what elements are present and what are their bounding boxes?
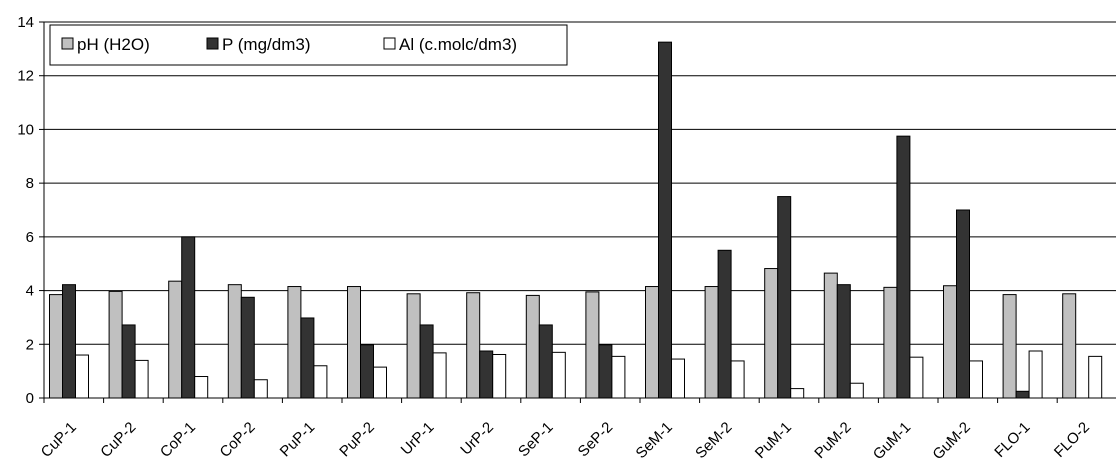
bar-p-PuP-1 xyxy=(300,317,315,399)
bar-ph-PuM-2 xyxy=(823,272,838,399)
bars xyxy=(49,41,1103,399)
y-tick-label: 4 xyxy=(26,283,34,300)
bar-al-SeP-2 xyxy=(611,355,626,399)
x-category-label: SeM-2 xyxy=(692,419,735,462)
bar-al-GuM-2 xyxy=(969,360,983,399)
legend-swatch-p xyxy=(206,37,219,50)
bar-p-PuM-1 xyxy=(777,196,792,399)
bar-p-CoP-2 xyxy=(240,296,255,399)
x-category-label: PuP-1 xyxy=(277,419,319,461)
bar-p-PuM-2 xyxy=(836,284,851,399)
bar-al-UrP-2 xyxy=(492,353,507,399)
bar-al-CuP-2 xyxy=(134,359,149,399)
bar-ph-FLO-2 xyxy=(1062,293,1077,399)
bar-ph-SeP-2 xyxy=(585,291,600,399)
x-category-label: CuP-1 xyxy=(38,419,80,461)
bar-p-CuP-2 xyxy=(121,324,136,399)
x-category-label: FLO-2 xyxy=(1051,419,1093,461)
bar-p-GuM-2 xyxy=(956,209,970,399)
bar-al-GuM-1 xyxy=(909,356,924,399)
bar-al-CuP-1 xyxy=(75,354,89,399)
bar-ph-PuP-2 xyxy=(347,286,361,399)
x-category-label: CuP-2 xyxy=(97,419,139,461)
legend-label-al: Al (c.molc/dm3) xyxy=(399,35,517,54)
bar-ph-SeM-2 xyxy=(704,286,719,399)
bar-ph-FLO-1 xyxy=(1002,294,1017,399)
bar-p-GuM-1 xyxy=(896,135,911,399)
x-category-label: PuM-1 xyxy=(752,419,795,462)
bar-ph-SeM-1 xyxy=(645,286,659,399)
legend-label-p: P (mg/dm3) xyxy=(222,35,311,54)
x-category-label: CoP-1 xyxy=(157,419,199,461)
bar-al-CoP-2 xyxy=(253,379,268,399)
x-category-label: UrP-1 xyxy=(398,419,438,459)
bar-al-SeM-1 xyxy=(671,358,685,399)
bar-al-PuM-2 xyxy=(849,382,864,399)
bar-p-PuP-2 xyxy=(360,344,374,399)
y-tick-label: 12 xyxy=(17,68,34,85)
bar-al-PuM-1 xyxy=(790,388,805,399)
bar-al-UrP-1 xyxy=(432,352,447,399)
y-tick-label: 10 xyxy=(17,121,34,138)
bar-ph-UrP-2 xyxy=(466,292,481,399)
x-category-label: UrP-2 xyxy=(457,419,497,459)
bar-p-UrP-1 xyxy=(419,324,434,399)
x-category-label: FLO-1 xyxy=(991,419,1033,461)
legend-swatch-ph xyxy=(61,37,74,50)
legend-label-ph: pH (H2O) xyxy=(77,35,150,54)
bar-al-FLO-1 xyxy=(1028,350,1043,399)
bar-al-SeM-2 xyxy=(730,360,745,399)
x-category-label: GuM-2 xyxy=(929,419,973,463)
bar-p-UrP-2 xyxy=(479,350,494,399)
bar-ph-GuM-1 xyxy=(883,286,898,399)
bar-p-FLO-1 xyxy=(1015,390,1030,399)
x-category-label: SeP-2 xyxy=(575,419,617,461)
bar-al-PuP-2 xyxy=(373,366,387,399)
bar-p-SeM-2 xyxy=(717,249,732,399)
y-tick-label: 0 xyxy=(26,390,34,407)
bar-ph-PuM-1 xyxy=(764,268,779,399)
y-tick-label: 6 xyxy=(26,229,34,246)
y-tick-label: 8 xyxy=(26,175,34,192)
x-category-label: CoP-2 xyxy=(217,419,259,461)
legend-swatch-al xyxy=(383,37,396,50)
y-tick-label: 14 xyxy=(17,14,34,31)
bar-p-CuP-1 xyxy=(62,284,76,399)
x-category-label: SeP-1 xyxy=(515,419,557,461)
bar-ph-CoP-2 xyxy=(227,284,242,399)
bar-al-PuP-1 xyxy=(313,365,328,399)
legend: pH (H2O) P (mg/dm3) Al (c.molc/dm3) xyxy=(49,24,568,66)
bar-ph-CuP-1 xyxy=(49,294,63,399)
x-category-label: GuM-1 xyxy=(870,419,914,463)
bar-ph-CoP-1 xyxy=(168,280,183,399)
bar-p-CoP-1 xyxy=(181,236,196,399)
bar-al-CoP-1 xyxy=(194,376,209,399)
bar-ph-CuP-2 xyxy=(108,290,123,399)
bar-p-SeP-1 xyxy=(538,324,553,399)
bar-ph-PuP-1 xyxy=(287,286,302,399)
legend-box xyxy=(49,24,568,66)
bar-ph-GuM-2 xyxy=(943,285,957,399)
y-tick-label: 2 xyxy=(26,336,34,353)
x-category-label: PuP-2 xyxy=(336,419,378,461)
bar-ph-SeP-1 xyxy=(525,294,540,399)
x-category-label: SeM-1 xyxy=(633,419,676,462)
bar-p-SeP-2 xyxy=(598,344,613,399)
bar-al-SeP-1 xyxy=(551,351,566,399)
bar-p-SeM-1 xyxy=(658,41,672,399)
bar-ph-UrP-1 xyxy=(406,293,421,399)
x-category-label: PuM-2 xyxy=(811,419,854,462)
gridlines xyxy=(44,21,1116,345)
bar-al-FLO-2 xyxy=(1088,355,1103,399)
